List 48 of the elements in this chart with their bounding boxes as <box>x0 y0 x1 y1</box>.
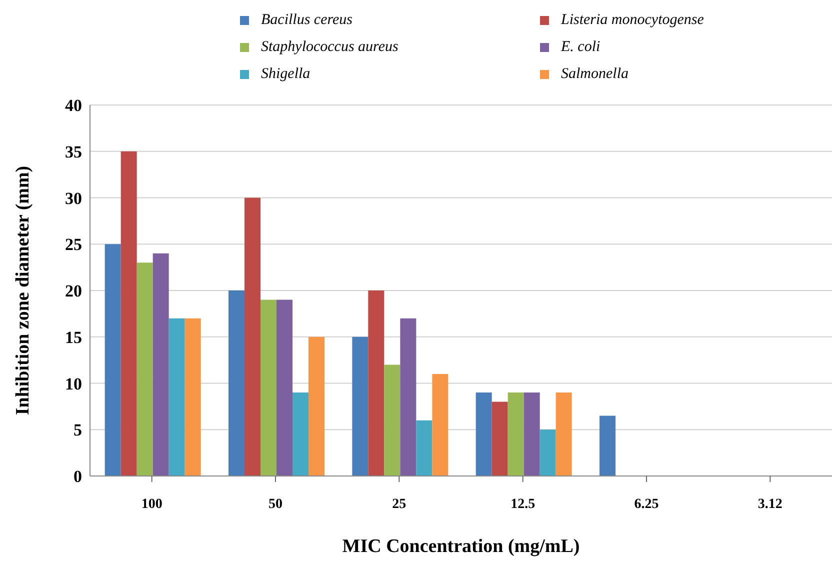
bar <box>228 290 245 476</box>
bar <box>540 430 556 476</box>
legend-label: E. coli <box>561 39 600 56</box>
y-tick-label: 0 <box>74 467 82 486</box>
bar <box>416 420 432 476</box>
bar <box>260 300 277 476</box>
legend-label: Bacillus cereus <box>261 12 353 29</box>
bar <box>476 392 492 476</box>
legend-label: Salmonella <box>561 66 628 83</box>
y-tick-label: 40 <box>65 96 82 116</box>
bar <box>292 392 309 476</box>
y-tick-label: 35 <box>65 142 82 162</box>
x-tick-label: 6.25 <box>634 496 659 512</box>
y-tick-label: 20 <box>65 282 82 301</box>
bar <box>400 318 416 476</box>
bar <box>368 290 384 476</box>
bar <box>152 253 169 476</box>
legend-label: Shigella <box>261 66 310 83</box>
bar <box>432 374 448 476</box>
y-tick-label: 25 <box>65 235 82 254</box>
y-tick-label: 5 <box>74 420 82 440</box>
bar <box>524 392 540 476</box>
y-tick-label: 10 <box>65 374 82 394</box>
legend-label: Staphylococcus aureus <box>261 39 398 56</box>
x-tick-label: 50 <box>268 496 282 512</box>
x-tick-label: 3.12 <box>758 496 782 512</box>
bar <box>276 300 293 476</box>
bar <box>244 198 261 476</box>
bar <box>556 392 572 476</box>
bar <box>184 318 201 476</box>
bar <box>600 416 616 476</box>
bar <box>136 262 153 476</box>
x-axis-title: MIC Concentration (mg/mL) <box>342 536 580 557</box>
bar <box>120 151 137 476</box>
x-tick-label: 25 <box>392 496 406 512</box>
y-axis-title: Inhibition zone diameter (mm) <box>12 166 34 416</box>
y-tick-label: 15 <box>65 328 82 347</box>
bar <box>492 402 508 476</box>
bar <box>308 336 325 476</box>
bar <box>168 318 185 476</box>
x-tick-label: 100 <box>141 496 162 512</box>
legend-label: Listeria monocytogense <box>561 12 704 29</box>
bar <box>508 392 524 476</box>
x-tick-label: 12.5 <box>510 496 536 512</box>
bar <box>104 244 121 476</box>
bar <box>384 364 400 476</box>
bar <box>352 336 368 476</box>
y-tick-label: 30 <box>65 188 82 208</box>
